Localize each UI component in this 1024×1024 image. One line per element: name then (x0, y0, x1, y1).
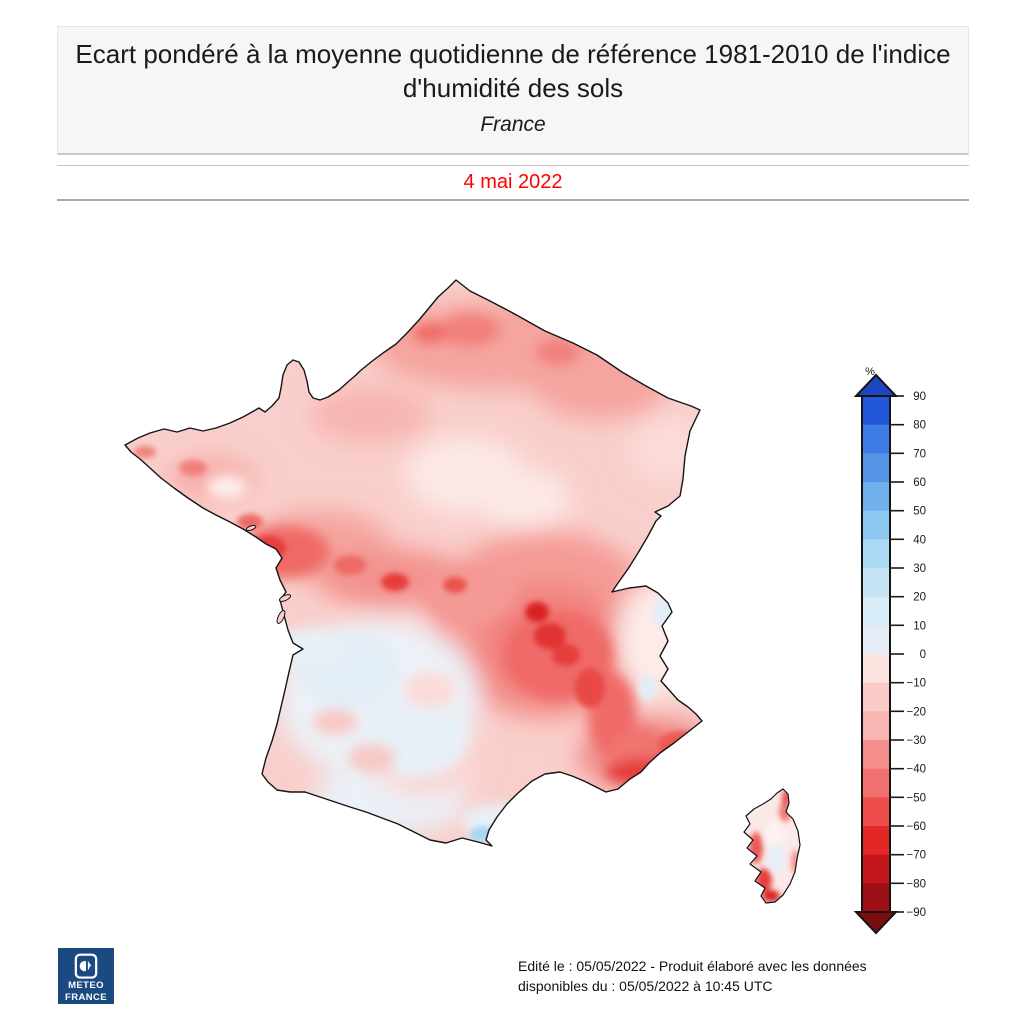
meteo-france-symbol-icon (74, 953, 98, 979)
colorbar-tick-label: −20 (906, 706, 926, 718)
date-banner: 4 mai 2022 (57, 165, 969, 201)
corsica-outline (743, 788, 801, 904)
colorbar-tick-label: −30 (906, 735, 926, 747)
colorbar-tick-label: 60 (913, 477, 926, 489)
colorbar-tick-label: 50 (913, 506, 926, 518)
soil-moisture-field (125, 280, 702, 846)
colorbar-tick-label: 80 (913, 420, 926, 432)
colorbar-arrow-top-icon (853, 373, 899, 397)
footer-line-2: disponibles du : 05/05/2022 à 10:45 UTC (518, 977, 773, 994)
colorbar-unit-label: % (865, 366, 875, 378)
colorbar-ticks (890, 395, 904, 913)
colorbar-tick-label: 70 (913, 448, 926, 460)
colorbar-tick-label: −70 (906, 850, 926, 862)
france-outline (124, 279, 703, 847)
date-text: 4 mai 2022 (463, 171, 563, 193)
header-panel: Ecart pondéré à la moyenne quotidienne d… (57, 26, 969, 155)
page-title: Ecart pondéré à la moyenne quotidienne d… (75, 39, 951, 103)
colorbar-tick-label: −80 (906, 878, 926, 890)
corsica-field (744, 789, 800, 903)
logo-text: METEO FRANCE (65, 980, 107, 1004)
colorbar-arrow-bottom-icon (853, 911, 899, 935)
colorbar-tick-label: 40 (913, 534, 926, 546)
colorbar-segments (861, 395, 891, 913)
colorbar-tick-label: 0 (920, 649, 926, 661)
france-map (124, 279, 801, 904)
colorbar-tick-label: 10 (913, 620, 926, 632)
colorbar-tick-label: −60 (906, 821, 926, 833)
colorbar-tick-label: 90 (913, 391, 926, 403)
colorbar-tick-label: −90 (906, 907, 926, 919)
colorbar-tick-label: −40 (906, 764, 926, 776)
meteo-france-logo: METEO FRANCE (58, 948, 114, 1004)
colorbar-tick-label: −10 (906, 678, 926, 690)
page-subtitle: France (480, 112, 546, 136)
colorbar-tick-label: −50 (906, 792, 926, 804)
footer-note: Edité le : 05/05/2022 - Produit élaboré … (518, 957, 938, 997)
colorbar-tick-label: 20 (913, 592, 926, 604)
colorbar: % (853, 366, 926, 935)
footer-line-1: Edité le : 05/05/2022 - Produit élaboré … (518, 958, 867, 974)
colorbar-tick-label: 30 (913, 563, 926, 575)
coastal-islands (245, 524, 292, 624)
